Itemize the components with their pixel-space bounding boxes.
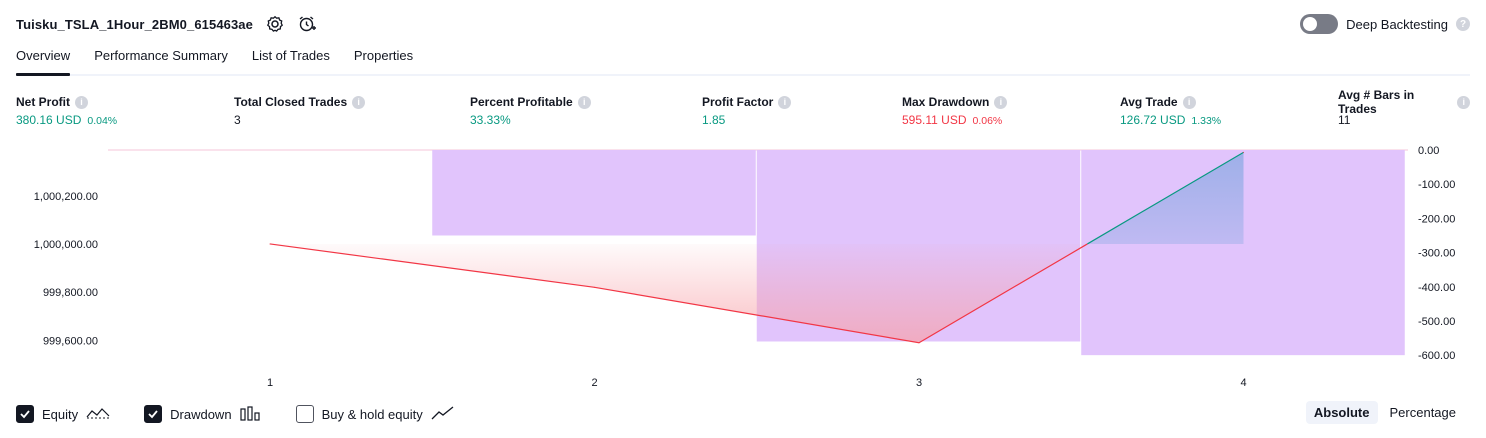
metric-percent: 0.06%: [972, 115, 1003, 127]
metric-percent: 0.04%: [87, 115, 118, 127]
info-icon[interactable]: i: [75, 95, 88, 109]
deep-backtesting: Deep Backtesting ?: [1300, 12, 1470, 36]
equity-line-gain: [1087, 151, 1244, 245]
deep-backtesting-label: Deep Backtesting: [1346, 16, 1448, 32]
equity-line-loss: [269, 243, 1088, 344]
info-icon[interactable]: i: [352, 95, 366, 109]
metric-net-profit: Net Profit i 380.16 USD 0.04%: [16, 94, 117, 127]
metric-value: 11: [1338, 113, 1351, 127]
metric-total-closed-trades: Total Closed Trades i 3: [234, 94, 366, 127]
equity-checkbox[interactable]: [16, 405, 34, 423]
metric-max-drawdown: Max Drawdown i 595.11 USD 0.06%: [902, 94, 1008, 127]
drawdown-checkbox[interactable]: [144, 405, 163, 423]
equity-point: [269, 243, 271, 245]
metric-label: Total Closed Trades: [234, 95, 348, 109]
info-icon[interactable]: i: [1457, 95, 1470, 109]
left-axis-tick-label: 999,600.00: [43, 335, 98, 347]
metric-value: 33.33%: [470, 113, 511, 127]
tab-properties[interactable]: Properties: [353, 48, 414, 63]
legend-label: Buy & hold equity: [321, 406, 423, 422]
info-icon[interactable]: i: [1182, 95, 1196, 109]
left-axis-tick-label: 999,800.00: [43, 287, 98, 299]
metric-label: Profit Factor: [702, 95, 774, 109]
gear-icon[interactable]: [265, 14, 285, 34]
metric-label: Net Profit: [16, 95, 70, 109]
metric-percent-profitable: Percent Profitable i 33.33%: [470, 94, 591, 127]
right-axis-tick-label: -600.00: [1418, 350, 1455, 362]
metric-label: Percent Profitable: [470, 95, 573, 109]
legend-equity[interactable]: Equity: [16, 405, 110, 424]
info-icon[interactable]: i: [994, 95, 1008, 109]
tab-performance-summary[interactable]: Performance Summary: [94, 48, 228, 63]
scale-mode-switch: Absolute Percentage: [1305, 401, 1464, 424]
metric-label: Avg # Bars in Trades: [1338, 88, 1415, 116]
equity-drawdown-chart[interactable]: 1,000,200.00 1,000,000.00 999,800.00 999,60…: [0, 140, 1486, 395]
mode-percentage-button[interactable]: Percentage: [1389, 405, 1457, 420]
right-axis-tick-label: -500.00: [1418, 316, 1455, 328]
metric-value: 126.72 USD: [1120, 113, 1186, 127]
equity-point: [1243, 151, 1244, 153]
x-axis-tick-label: 2: [591, 377, 597, 389]
tab-list-of-trades[interactable]: List of Trades: [251, 48, 330, 63]
metric-value: 1.85: [702, 113, 726, 127]
drawdown-bar: [432, 150, 756, 236]
metric-label: Max Drawdown: [902, 95, 990, 109]
equity-point: [918, 342, 920, 344]
left-axis-tick-label: 1,000,000.00: [34, 239, 98, 251]
legend-label: Drawdown: [170, 406, 232, 422]
equity-loss-area: [270, 243, 1088, 343]
mode-absolute-button[interactable]: Absolute: [1305, 401, 1378, 424]
strategy-header: Tuisku_TSLA_1Hour_2BM0_615463ae: [16, 12, 317, 36]
report-tabs: Overview Performance Summary List of Tra…: [16, 44, 1470, 76]
info-icon[interactable]: i: [577, 95, 591, 109]
metric-value: 3: [234, 113, 241, 127]
x-axis-tick-label: 1: [267, 377, 273, 389]
metrics-row: Net Profit i 380.16 USD 0.04% Total Closed…: [16, 88, 1470, 134]
metric-value: 380.16 USD: [16, 113, 82, 127]
metric-avg-bars-in-trades: Avg # Bars in Trades i 11: [1338, 88, 1470, 127]
buy-hold-checkbox[interactable]: [295, 405, 314, 423]
metric-value: 595.11 USD: [902, 113, 967, 127]
help-icon[interactable]: ?: [1456, 17, 1470, 31]
right-axis-tick-label: -200.00: [1418, 213, 1455, 225]
right-axis-tick-label: -300.00: [1418, 248, 1455, 260]
deep-backtesting-toggle[interactable]: [1300, 14, 1339, 34]
drawdown-bars-icon: [239, 405, 262, 424]
x-axis-tick-label: 3: [916, 377, 922, 389]
x-axis-tick-label: 4: [1240, 377, 1246, 389]
chart-legend: Equity Drawdown Buy & hold equity: [16, 404, 455, 424]
equity-point: [594, 286, 595, 288]
legend-drawdown[interactable]: Drawdown: [144, 405, 261, 424]
right-axis-tick-label: -100.00: [1418, 179, 1455, 191]
right-axis-tick-label: 0.00: [1418, 145, 1439, 157]
strategy-title: Tuisku_TSLA_1Hour_2BM0_615463ae: [16, 16, 253, 32]
metric-label: Avg Trade: [1120, 95, 1178, 109]
metric-percent: 1.33%: [1191, 115, 1222, 127]
legend-buy-hold[interactable]: Buy & hold equity: [295, 405, 455, 424]
info-icon[interactable]: i: [778, 95, 792, 109]
tab-overview[interactable]: Overview: [16, 44, 71, 76]
right-axis-tick-label: -400.00: [1418, 282, 1455, 294]
metric-profit-factor: Profit Factor i 1.85: [702, 94, 792, 127]
left-axis-tick-label: 1,000,200.00: [34, 191, 98, 203]
buy-hold-line-icon: [431, 405, 455, 424]
alarm-clock-plus-icon[interactable]: [297, 14, 317, 34]
metric-avg-trade: Avg Trade i 126.72 USD 1.33%: [1120, 94, 1221, 127]
equity-line-icon: [86, 405, 110, 424]
legend-label: Equity: [42, 406, 79, 422]
